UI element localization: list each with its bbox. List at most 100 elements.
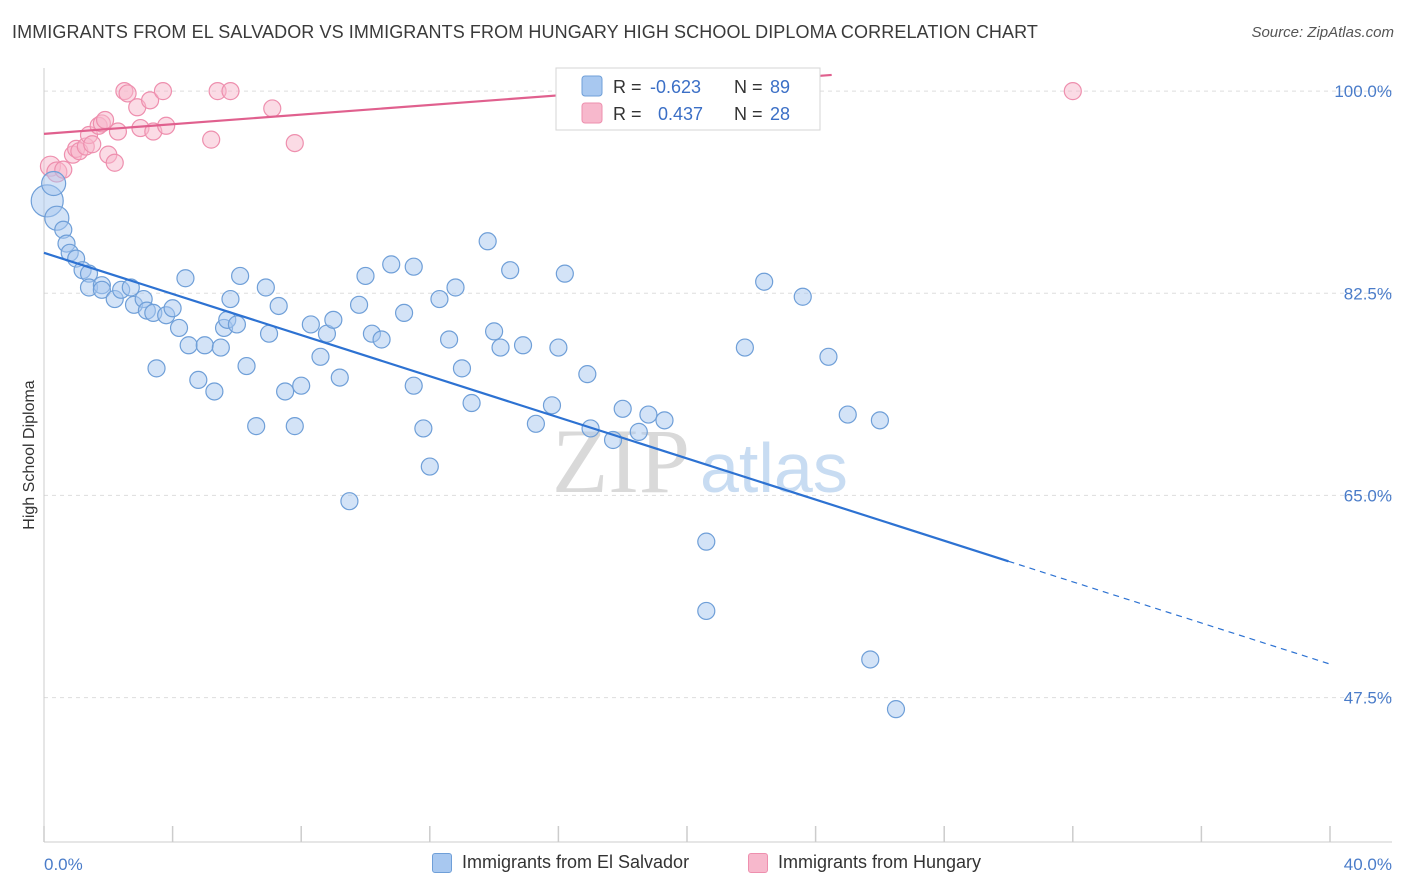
el-salvador-point <box>121 278 140 297</box>
el-salvador-point <box>491 338 510 357</box>
el-salvador-point <box>256 278 275 297</box>
el-salvador-point <box>195 336 214 355</box>
el-salvador-point <box>793 287 812 306</box>
legend-r-value-1: 0.437 <box>658 104 703 124</box>
legend-r-label-1: R = <box>613 104 642 124</box>
hungary-point <box>83 135 102 154</box>
el-salvador-point <box>356 266 375 286</box>
el-salvador-point <box>189 370 208 390</box>
el-salvador-point <box>247 417 266 436</box>
hungary-point <box>285 133 304 153</box>
x-tick-label-0: 0.0% <box>44 855 83 874</box>
trend-line-extension-el-salvador <box>1008 560 1331 665</box>
el-salvador-point <box>276 382 295 401</box>
el-salvador-point <box>301 315 320 334</box>
el-salvador-point <box>324 310 343 329</box>
el-salvador-point <box>462 393 481 413</box>
legend-label-el-salvador: Immigrants from El Salvador <box>462 852 690 872</box>
el-salvador-point <box>838 405 857 424</box>
el-salvador-point <box>340 492 359 511</box>
el-salvador-point <box>629 422 648 441</box>
y-axis-label: High School Diploma <box>21 380 38 530</box>
el-salvador-point <box>755 272 774 291</box>
el-salvador-point <box>269 296 288 316</box>
x-tick-label-1: 40.0% <box>1344 855 1392 874</box>
legend-n-label-1: N = <box>734 104 763 124</box>
el-salvador-point <box>292 376 311 395</box>
el-salvador-point <box>452 359 472 378</box>
hungary-point <box>202 130 221 149</box>
legend-label-hungary: Immigrants from Hungary <box>778 852 982 872</box>
el-salvador-point <box>555 264 574 283</box>
correlation-legend: R = -0.623 N = 89 R = 0.437 N = 28 <box>555 67 821 131</box>
y-tick-label-2: 65.0% <box>1344 486 1392 505</box>
legend-n-value-0: 89 <box>770 77 790 97</box>
el-salvador-point <box>372 330 391 349</box>
el-salvador-point <box>501 261 520 280</box>
el-salvador-point <box>735 338 754 357</box>
el-salvador-point <box>870 411 890 430</box>
el-salvador-point <box>697 601 716 621</box>
el-salvador-point <box>41 170 67 197</box>
el-salvador-point <box>394 303 414 323</box>
hungary-point <box>108 122 128 141</box>
hungary-point <box>105 153 124 172</box>
y-tick-label-1: 82.5% <box>1344 284 1392 303</box>
el-salvador-point <box>578 365 597 384</box>
el-salvador-point <box>221 289 240 309</box>
el-salvador-point <box>92 280 111 299</box>
source-credit: Source: ZipAtlas.com <box>1251 24 1394 41</box>
hungary-point <box>140 91 160 110</box>
y-tick-label-3: 47.5% <box>1344 689 1392 708</box>
el-salvador-point <box>382 255 401 274</box>
el-salvador-point <box>414 419 433 438</box>
el-salvador-point <box>163 299 182 318</box>
el-salvador-point <box>886 700 906 719</box>
el-salvador-point <box>613 399 632 418</box>
legend-swatch-blue <box>581 75 603 97</box>
el-salvador-point <box>420 457 439 476</box>
hungary-point <box>118 84 137 103</box>
el-salvador-point <box>205 382 224 401</box>
el-salvador-point <box>446 278 465 297</box>
legend-item-hungary: Immigrants from Hungary <box>748 852 981 873</box>
el-salvador-point <box>330 368 349 387</box>
el-salvador-point <box>542 396 562 415</box>
el-salvador-point <box>179 336 198 355</box>
legend-item-el-salvador: Immigrants from El Salvador <box>432 852 689 873</box>
el-salvador-point <box>655 411 674 430</box>
el-salvador-point <box>176 269 195 288</box>
el-salvador-point <box>697 532 716 551</box>
hungary-point <box>153 82 173 101</box>
el-salvador-point <box>478 232 497 251</box>
hungary-point <box>221 82 240 101</box>
legend-swatch-hungary <box>748 852 768 873</box>
el-salvador-point <box>861 650 880 669</box>
legend-r-label-0: R = <box>613 77 642 97</box>
el-salvador-point <box>311 347 330 366</box>
el-salvador-point <box>639 405 658 424</box>
legend-r-value-0: -0.623 <box>650 77 701 97</box>
y-tick-label-0: 100.0% <box>1334 82 1392 101</box>
el-salvador-point <box>404 376 423 395</box>
el-salvador-point <box>549 338 568 357</box>
el-salvador-point <box>430 289 449 309</box>
trend-line-el-salvador <box>43 251 1009 563</box>
el-salvador-point <box>147 359 166 378</box>
legend-swatch-el-salvador <box>432 852 452 873</box>
watermark-atlas: atlas <box>700 429 848 507</box>
el-salvador-point <box>169 318 189 338</box>
legend-n-value-1: 28 <box>770 104 790 124</box>
gridlines <box>44 90 1392 699</box>
el-salvador-point <box>211 338 230 357</box>
el-salvador-point <box>227 315 246 334</box>
el-salvador-point <box>819 347 838 366</box>
el-salvador-point <box>485 322 504 341</box>
el-salvador-point <box>349 295 369 314</box>
series-el-salvador-points <box>30 170 906 719</box>
hungary-point <box>263 99 282 118</box>
el-salvador-point <box>285 417 304 436</box>
chart-title: IMMIGRANTS FROM EL SALVADOR VS IMMIGRANT… <box>12 22 1038 42</box>
trend-lines <box>43 73 1331 665</box>
